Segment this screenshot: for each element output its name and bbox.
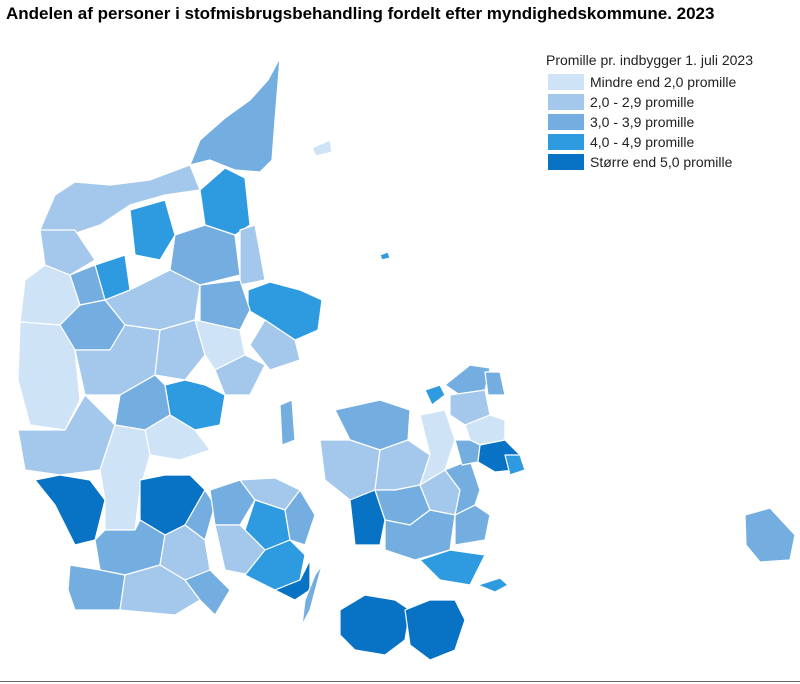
region-vordingborg bbox=[419, 549, 486, 586]
region-langeland bbox=[301, 564, 323, 626]
legend-title: Promille pr. indbygger 1. juli 2023 bbox=[546, 52, 754, 68]
region-lolland bbox=[339, 594, 411, 656]
region-kerteminde bbox=[284, 489, 316, 546]
region-helsingor bbox=[484, 371, 506, 396]
region-naestved bbox=[384, 509, 456, 561]
legend-swatch bbox=[548, 74, 584, 90]
region-guldborgsund bbox=[404, 599, 466, 661]
region-north-jutland-west bbox=[39, 164, 201, 241]
region-thisted bbox=[39, 229, 96, 276]
legend-swatch bbox=[548, 94, 584, 110]
legend-item: Mindre end 2,0 promille bbox=[548, 72, 753, 92]
bottom-divider bbox=[0, 681, 800, 682]
legend-label: 2,0 - 2,9 promille bbox=[590, 94, 695, 110]
legend-label: Større end 5,0 promille bbox=[590, 154, 733, 170]
legend-item: 3,0 - 3,9 promille bbox=[548, 112, 753, 132]
legend-swatch bbox=[548, 134, 584, 150]
region-middelfart bbox=[209, 479, 256, 526]
region-north-jutland-east bbox=[189, 57, 281, 173]
region-mariagerfjord bbox=[239, 224, 266, 286]
legend-label: Mindre end 2,0 promille bbox=[590, 74, 737, 90]
region-samso bbox=[279, 399, 296, 446]
region-svendborg bbox=[274, 559, 311, 601]
region-esbjerg bbox=[34, 474, 106, 546]
region-ballerup bbox=[454, 439, 481, 466]
region-ringkobing bbox=[17, 321, 81, 431]
map-title: Andelen af personer i stofmisbrugsbehand… bbox=[6, 4, 715, 23]
legend-item: Større end 5,0 promille bbox=[548, 152, 753, 172]
region-syddjurs bbox=[249, 319, 301, 371]
region-aalborg bbox=[199, 167, 251, 236]
region-sonderborg bbox=[184, 569, 231, 616]
region-aarhus bbox=[214, 354, 266, 396]
region-bornholm bbox=[744, 507, 796, 563]
region-djursland bbox=[247, 281, 323, 341]
map-legend: Promille pr. indbygger 1. juli 2023 Mind… bbox=[546, 52, 753, 172]
region-amager bbox=[504, 454, 526, 476]
legend-label: 3,0 - 3,9 promille bbox=[590, 114, 695, 130]
region-slagelse bbox=[349, 489, 386, 546]
region-mon bbox=[477, 577, 509, 593]
legend-swatch bbox=[548, 114, 584, 130]
region-laeso bbox=[311, 139, 333, 157]
region-anholt bbox=[379, 251, 391, 261]
legend-label: 4,0 - 4,9 promille bbox=[590, 134, 695, 150]
legend-item: 4,0 - 4,9 promille bbox=[548, 132, 753, 152]
legend-swatch bbox=[548, 154, 584, 170]
region-limfjord-west bbox=[129, 199, 176, 261]
region-halsnaes bbox=[424, 384, 446, 406]
region-silkeborg bbox=[154, 319, 206, 381]
legend-item: 2,0 - 2,9 promille bbox=[548, 92, 753, 112]
